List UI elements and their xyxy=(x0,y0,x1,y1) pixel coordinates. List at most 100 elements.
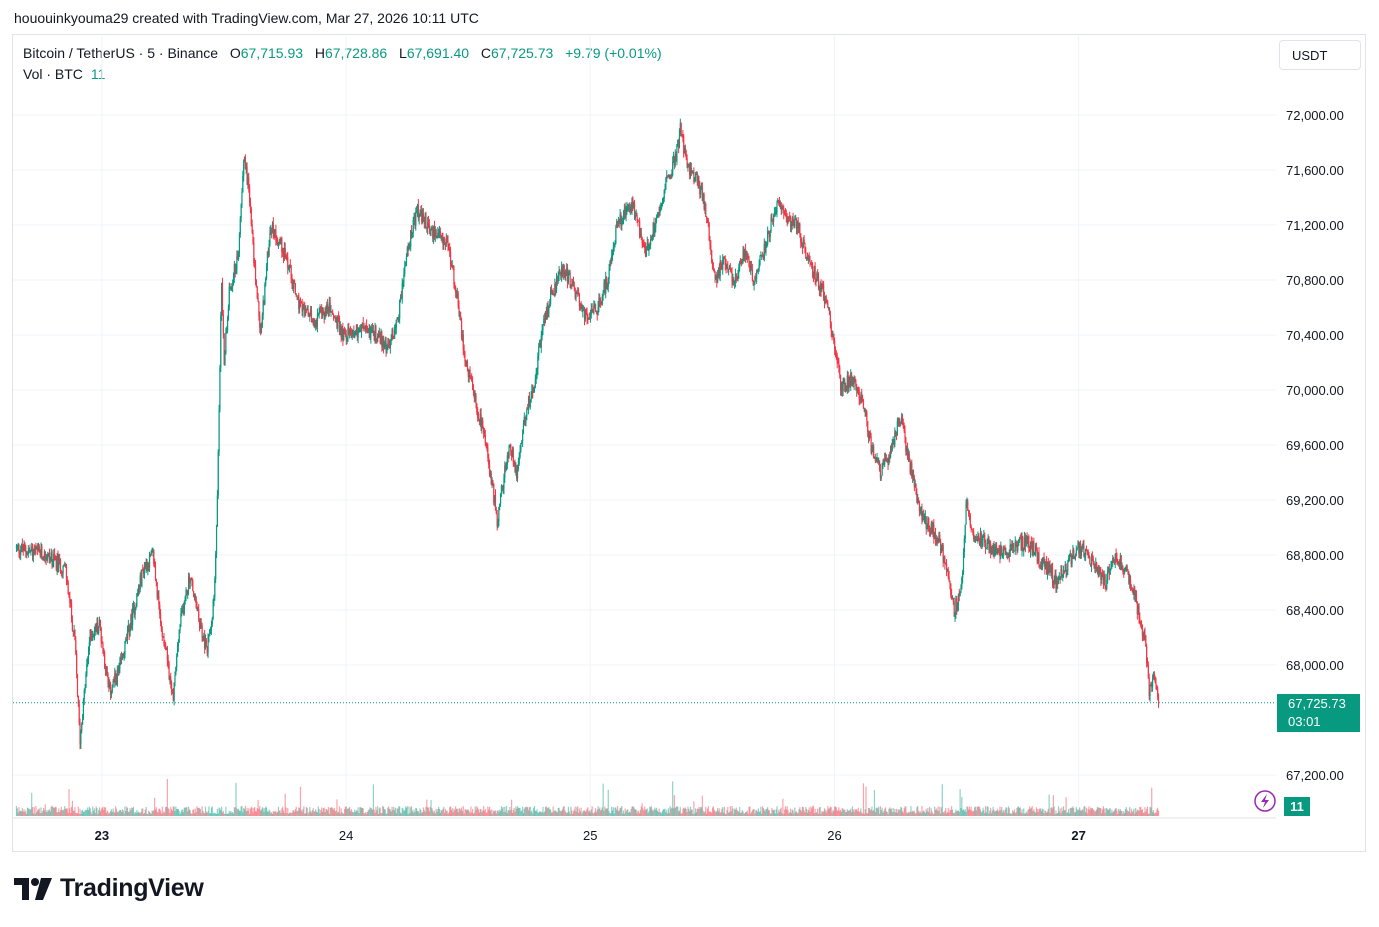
volume-bar xyxy=(162,812,164,816)
volume-bar xyxy=(956,811,958,816)
candle-body xyxy=(83,690,85,700)
candle-body xyxy=(543,318,545,326)
candle-body xyxy=(861,393,863,400)
volume-bar xyxy=(304,813,307,816)
volume-bar xyxy=(889,807,891,816)
candle-body xyxy=(664,188,666,190)
candle-body xyxy=(225,332,227,354)
bar-countdown: 03:01 xyxy=(1288,714,1321,729)
volume-bar xyxy=(561,810,563,816)
candle-body xyxy=(896,421,898,436)
candle-body xyxy=(555,284,557,291)
candle-body xyxy=(602,291,604,297)
volume-bar xyxy=(427,807,429,816)
volume-bar xyxy=(460,810,462,816)
candle-body xyxy=(953,601,955,617)
candle-body xyxy=(765,247,767,253)
candle-body xyxy=(949,580,951,584)
volume-bar xyxy=(81,809,84,816)
candle-body xyxy=(709,240,711,246)
candle-body xyxy=(734,273,737,282)
volume-bar xyxy=(908,812,910,816)
volume-bar xyxy=(657,812,659,816)
candle-body xyxy=(490,473,492,485)
volume-bar xyxy=(321,811,324,816)
time-tick-label: 24 xyxy=(339,828,353,843)
volume-bar xyxy=(232,813,235,816)
candle-body xyxy=(737,272,739,280)
volume-bar xyxy=(123,813,125,816)
candle-body xyxy=(470,376,472,380)
candle-body xyxy=(991,550,993,554)
volume-bar xyxy=(546,808,548,816)
candle-body xyxy=(990,550,993,553)
candle-body xyxy=(714,271,716,279)
volume-bar xyxy=(580,807,582,816)
candle-body xyxy=(421,211,423,222)
candle-body xyxy=(137,587,140,593)
volume-bar xyxy=(946,812,949,816)
candle-body xyxy=(769,231,771,238)
volume-bar xyxy=(1055,810,1057,816)
candle-body xyxy=(839,374,842,390)
volume-bar xyxy=(338,811,340,816)
candle-body xyxy=(48,552,50,557)
volume-bar xyxy=(555,811,558,816)
candle-body xyxy=(789,218,792,227)
volume-bar xyxy=(522,806,524,816)
volume-bar xyxy=(782,798,784,816)
candle-body xyxy=(453,266,455,285)
candle-body xyxy=(795,217,797,220)
price-axis[interactable]: 72,000.0071,600.0071,200.0070,800.0070,4… xyxy=(1286,108,1344,783)
candle-body xyxy=(143,567,146,575)
candle-body xyxy=(1087,550,1089,555)
volume-bar xyxy=(184,807,186,816)
currency-button[interactable]: USDT xyxy=(1279,40,1361,70)
candle-body xyxy=(926,527,928,529)
candle-body xyxy=(408,248,410,251)
candle-body xyxy=(845,387,848,390)
candle-body xyxy=(796,220,798,229)
volume-bar xyxy=(148,812,151,816)
candle-body xyxy=(1072,549,1074,557)
symbol-legend[interactable]: Bitcoin / TetherUS · 5 · Binance O67,715… xyxy=(23,45,662,61)
candle-body xyxy=(767,230,769,245)
volume-bar xyxy=(529,806,531,816)
candle-body xyxy=(415,211,417,226)
volume-bar xyxy=(131,808,134,816)
volume-bar xyxy=(1077,810,1079,816)
time-axis[interactable]: 23 24 25 26 27 xyxy=(13,817,1276,843)
candle-body xyxy=(772,215,775,223)
volume-bar xyxy=(860,808,862,816)
volume-bar xyxy=(495,813,497,816)
candle-body xyxy=(488,457,490,465)
candle-body xyxy=(458,305,460,317)
volume-bar xyxy=(359,807,361,816)
volume-bar xyxy=(621,806,623,816)
volume-bar xyxy=(389,809,391,816)
candle-body xyxy=(880,475,882,478)
volume-bar xyxy=(368,809,370,816)
candle-body xyxy=(1085,548,1088,550)
volume-bar xyxy=(249,813,251,816)
volume-bar xyxy=(103,810,105,816)
candle-body xyxy=(939,535,941,542)
symbol-title[interactable]: Bitcoin / TetherUS · 5 · Binance xyxy=(23,45,219,61)
volume-bar xyxy=(1100,808,1102,816)
candle-body xyxy=(1061,569,1063,576)
tradingview-logo[interactable]: TradingView xyxy=(14,874,204,903)
volume-bar xyxy=(440,810,442,816)
flash-icon[interactable] xyxy=(1254,790,1276,812)
volume-bar xyxy=(667,813,669,816)
candle-body xyxy=(38,546,40,551)
candle-body xyxy=(595,311,597,313)
volume-bar xyxy=(468,811,470,816)
candle-body xyxy=(315,320,318,327)
candle-body xyxy=(637,220,639,222)
volume-bar xyxy=(27,808,29,816)
volume-bar xyxy=(90,811,92,816)
volume-bar xyxy=(1090,807,1092,816)
volume-bar xyxy=(237,809,239,816)
candle-body xyxy=(704,203,706,209)
